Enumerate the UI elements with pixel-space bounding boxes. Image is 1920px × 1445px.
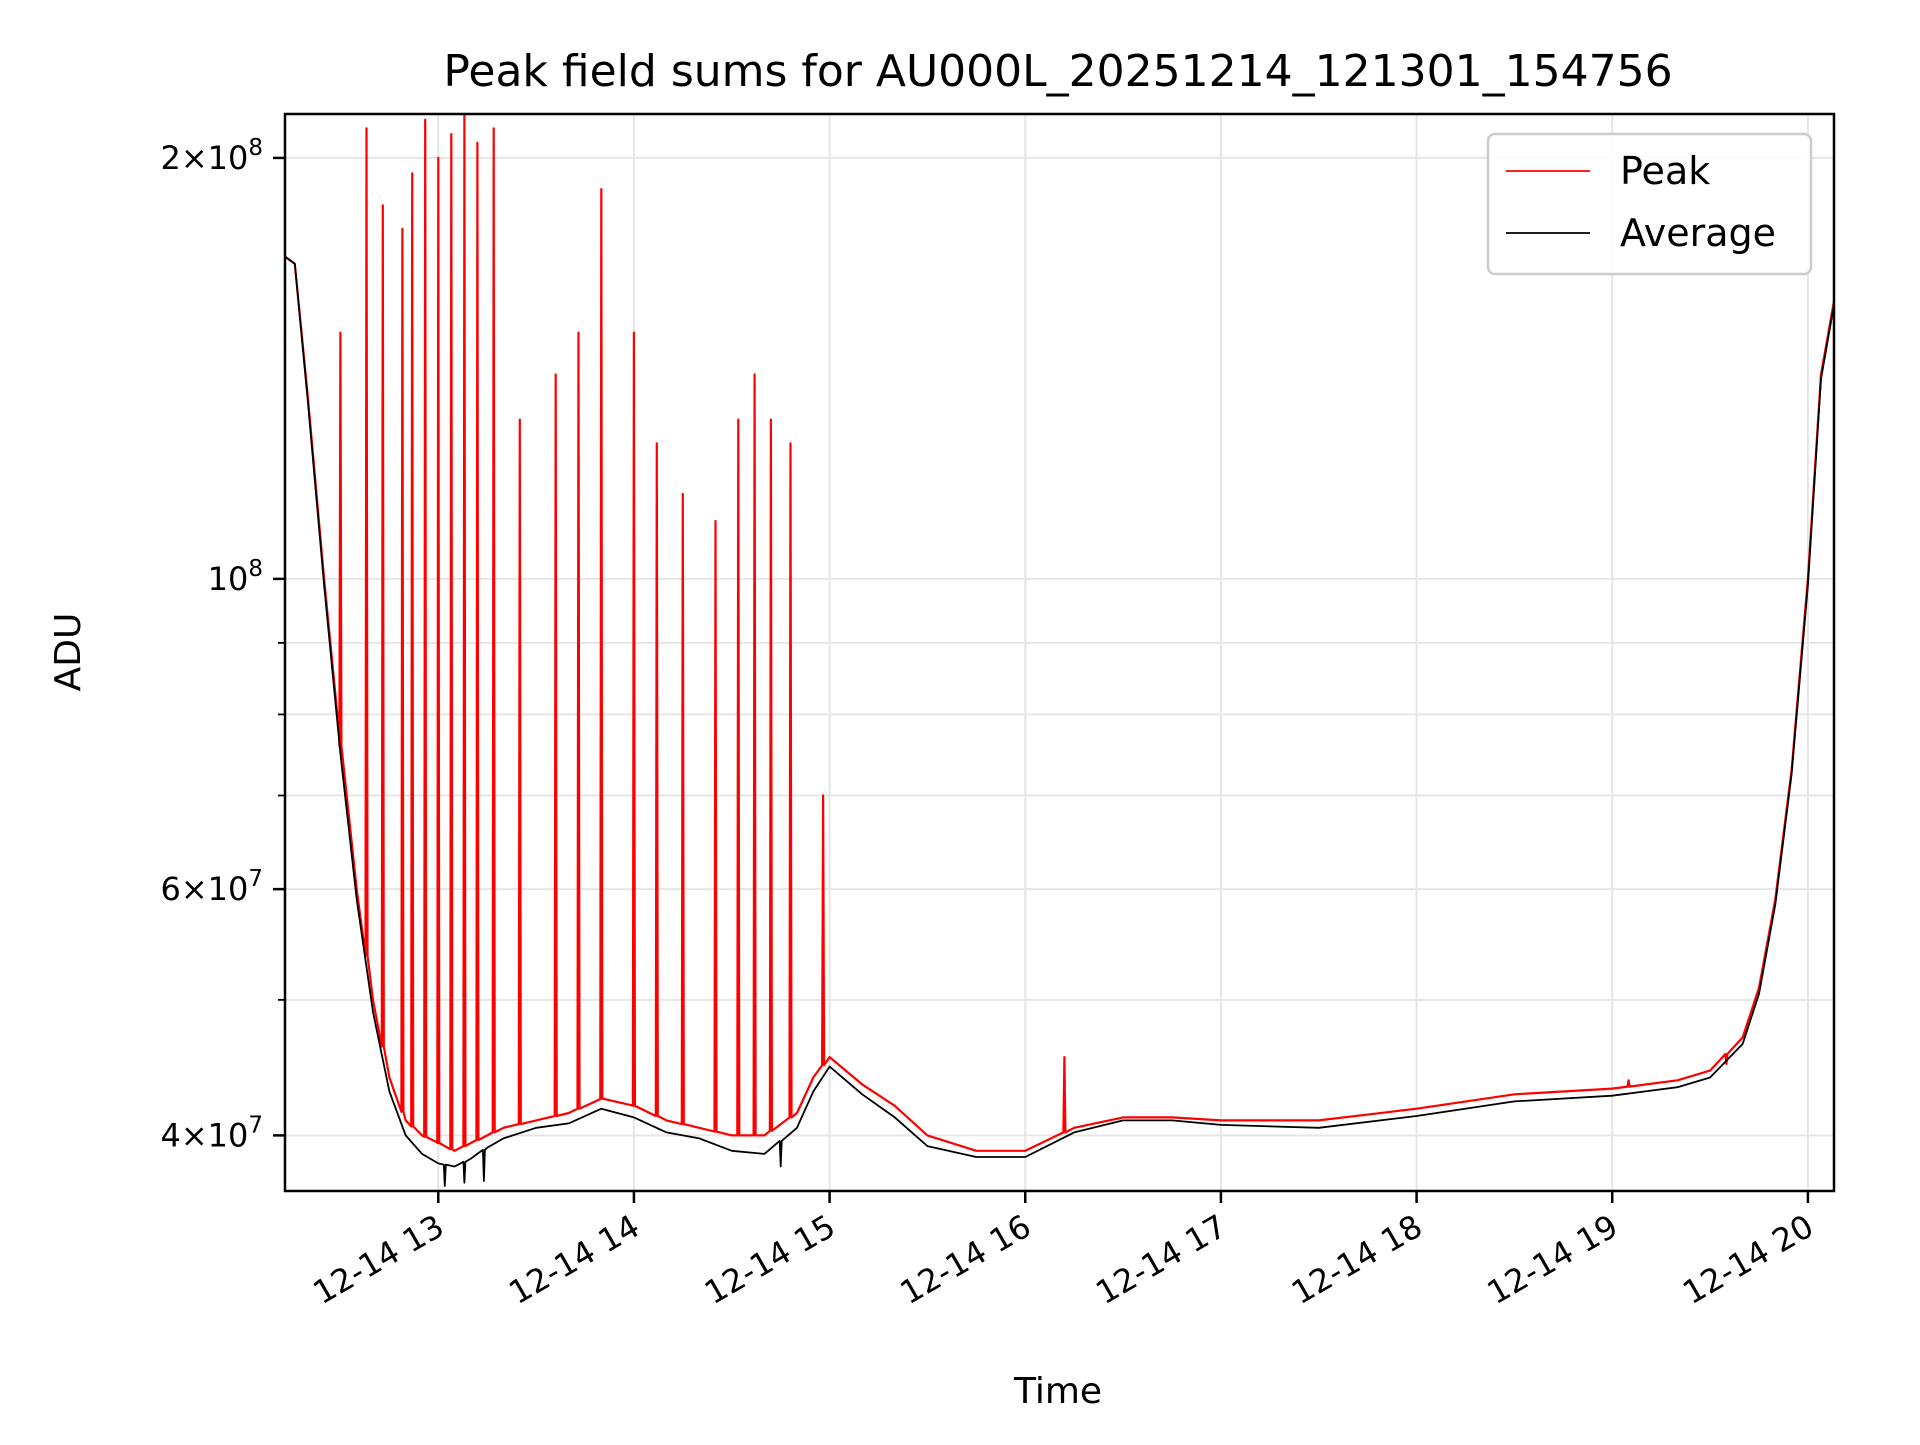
- y-tick-label-1: 6×107: [160, 866, 263, 908]
- series-layer: [284, 112, 1836, 1187]
- legend-label-average: Average: [1620, 211, 1776, 255]
- legend-box: [1486, 132, 1813, 276]
- x-tick-label-1: 12-14 14: [502, 1207, 646, 1312]
- x-tick-label-3: 12-14 16: [894, 1207, 1038, 1312]
- x-tick-label-0: 12-14 13: [307, 1207, 451, 1312]
- y-tick-layer: 4×107 6×107 108 2×108: [160, 135, 285, 1154]
- chart-title: Peak field sums for AU000L_20251214_1213…: [443, 46, 1672, 97]
- y-tick-label-2: 108: [208, 556, 263, 598]
- x-tick-layer: 12-14 13 12-14 14 12-14 15 12-14 16 12-14 17…: [307, 1191, 1820, 1312]
- y-tick-label-0: 4×107: [160, 1112, 263, 1154]
- x-tick-label-6: 12-14 19: [1481, 1207, 1625, 1312]
- y-tick-label-3: 2×108: [160, 135, 263, 177]
- x-tick-label-2: 12-14 15: [698, 1207, 842, 1312]
- plot-frame: [283, 112, 1836, 1193]
- legend-label-peak: Peak: [1620, 149, 1710, 193]
- grid-layer: [285, 114, 1834, 1191]
- series-line-peak: [284, 112, 1836, 1152]
- x-tick-label-7: 12-14 20: [1676, 1207, 1820, 1312]
- series-line-average: [284, 255, 1835, 1187]
- legend: Peak Average: [1486, 132, 1813, 276]
- x-tick-label-4: 12-14 17: [1089, 1207, 1233, 1312]
- x-axis-label: Time: [1013, 1371, 1102, 1412]
- x-tick-label-5: 12-14 18: [1285, 1207, 1429, 1312]
- y-axis-label: ADU: [48, 613, 89, 692]
